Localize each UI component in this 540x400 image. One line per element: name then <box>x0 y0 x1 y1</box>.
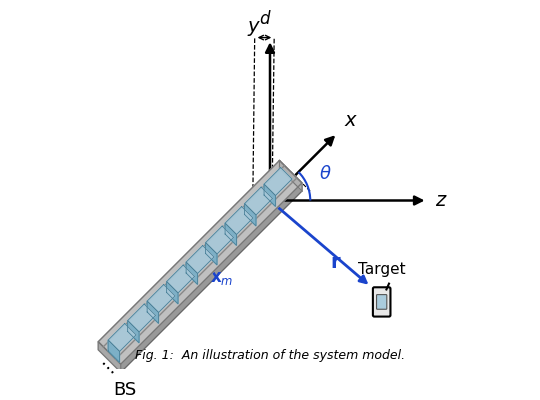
Polygon shape <box>147 284 175 312</box>
Polygon shape <box>186 262 198 284</box>
Text: x: x <box>345 110 356 130</box>
FancyBboxPatch shape <box>373 287 390 316</box>
Polygon shape <box>245 204 256 226</box>
Polygon shape <box>127 304 156 332</box>
Polygon shape <box>264 168 292 196</box>
Text: $\theta$: $\theta$ <box>319 165 332 183</box>
Text: $\mathbf{x}_m$: $\mathbf{x}_m$ <box>210 269 234 287</box>
Text: Fig. 1:  An illustration of the system model.: Fig. 1: An illustration of the system mo… <box>135 349 405 362</box>
Polygon shape <box>147 301 159 323</box>
Text: BS: BS <box>113 381 137 399</box>
Polygon shape <box>206 226 234 254</box>
Text: z: z <box>435 191 445 210</box>
Polygon shape <box>98 342 121 372</box>
Polygon shape <box>225 206 253 234</box>
Polygon shape <box>121 183 302 372</box>
Polygon shape <box>245 187 273 215</box>
FancyBboxPatch shape <box>376 295 387 309</box>
Polygon shape <box>108 324 136 352</box>
Text: d: d <box>259 10 269 28</box>
Polygon shape <box>225 223 237 246</box>
Polygon shape <box>167 282 178 304</box>
Polygon shape <box>280 160 302 191</box>
Polygon shape <box>206 243 217 265</box>
Polygon shape <box>186 246 214 274</box>
Text: $\cdots$: $\cdots$ <box>94 354 120 380</box>
Text: $\mathbf{r}$: $\mathbf{r}$ <box>330 253 342 272</box>
Text: Target: Target <box>358 262 406 277</box>
Polygon shape <box>127 320 139 343</box>
Polygon shape <box>264 184 275 206</box>
Polygon shape <box>108 340 119 362</box>
Text: y: y <box>247 17 259 36</box>
Polygon shape <box>167 265 194 293</box>
Polygon shape <box>98 160 302 364</box>
Text: D: D <box>184 264 198 282</box>
